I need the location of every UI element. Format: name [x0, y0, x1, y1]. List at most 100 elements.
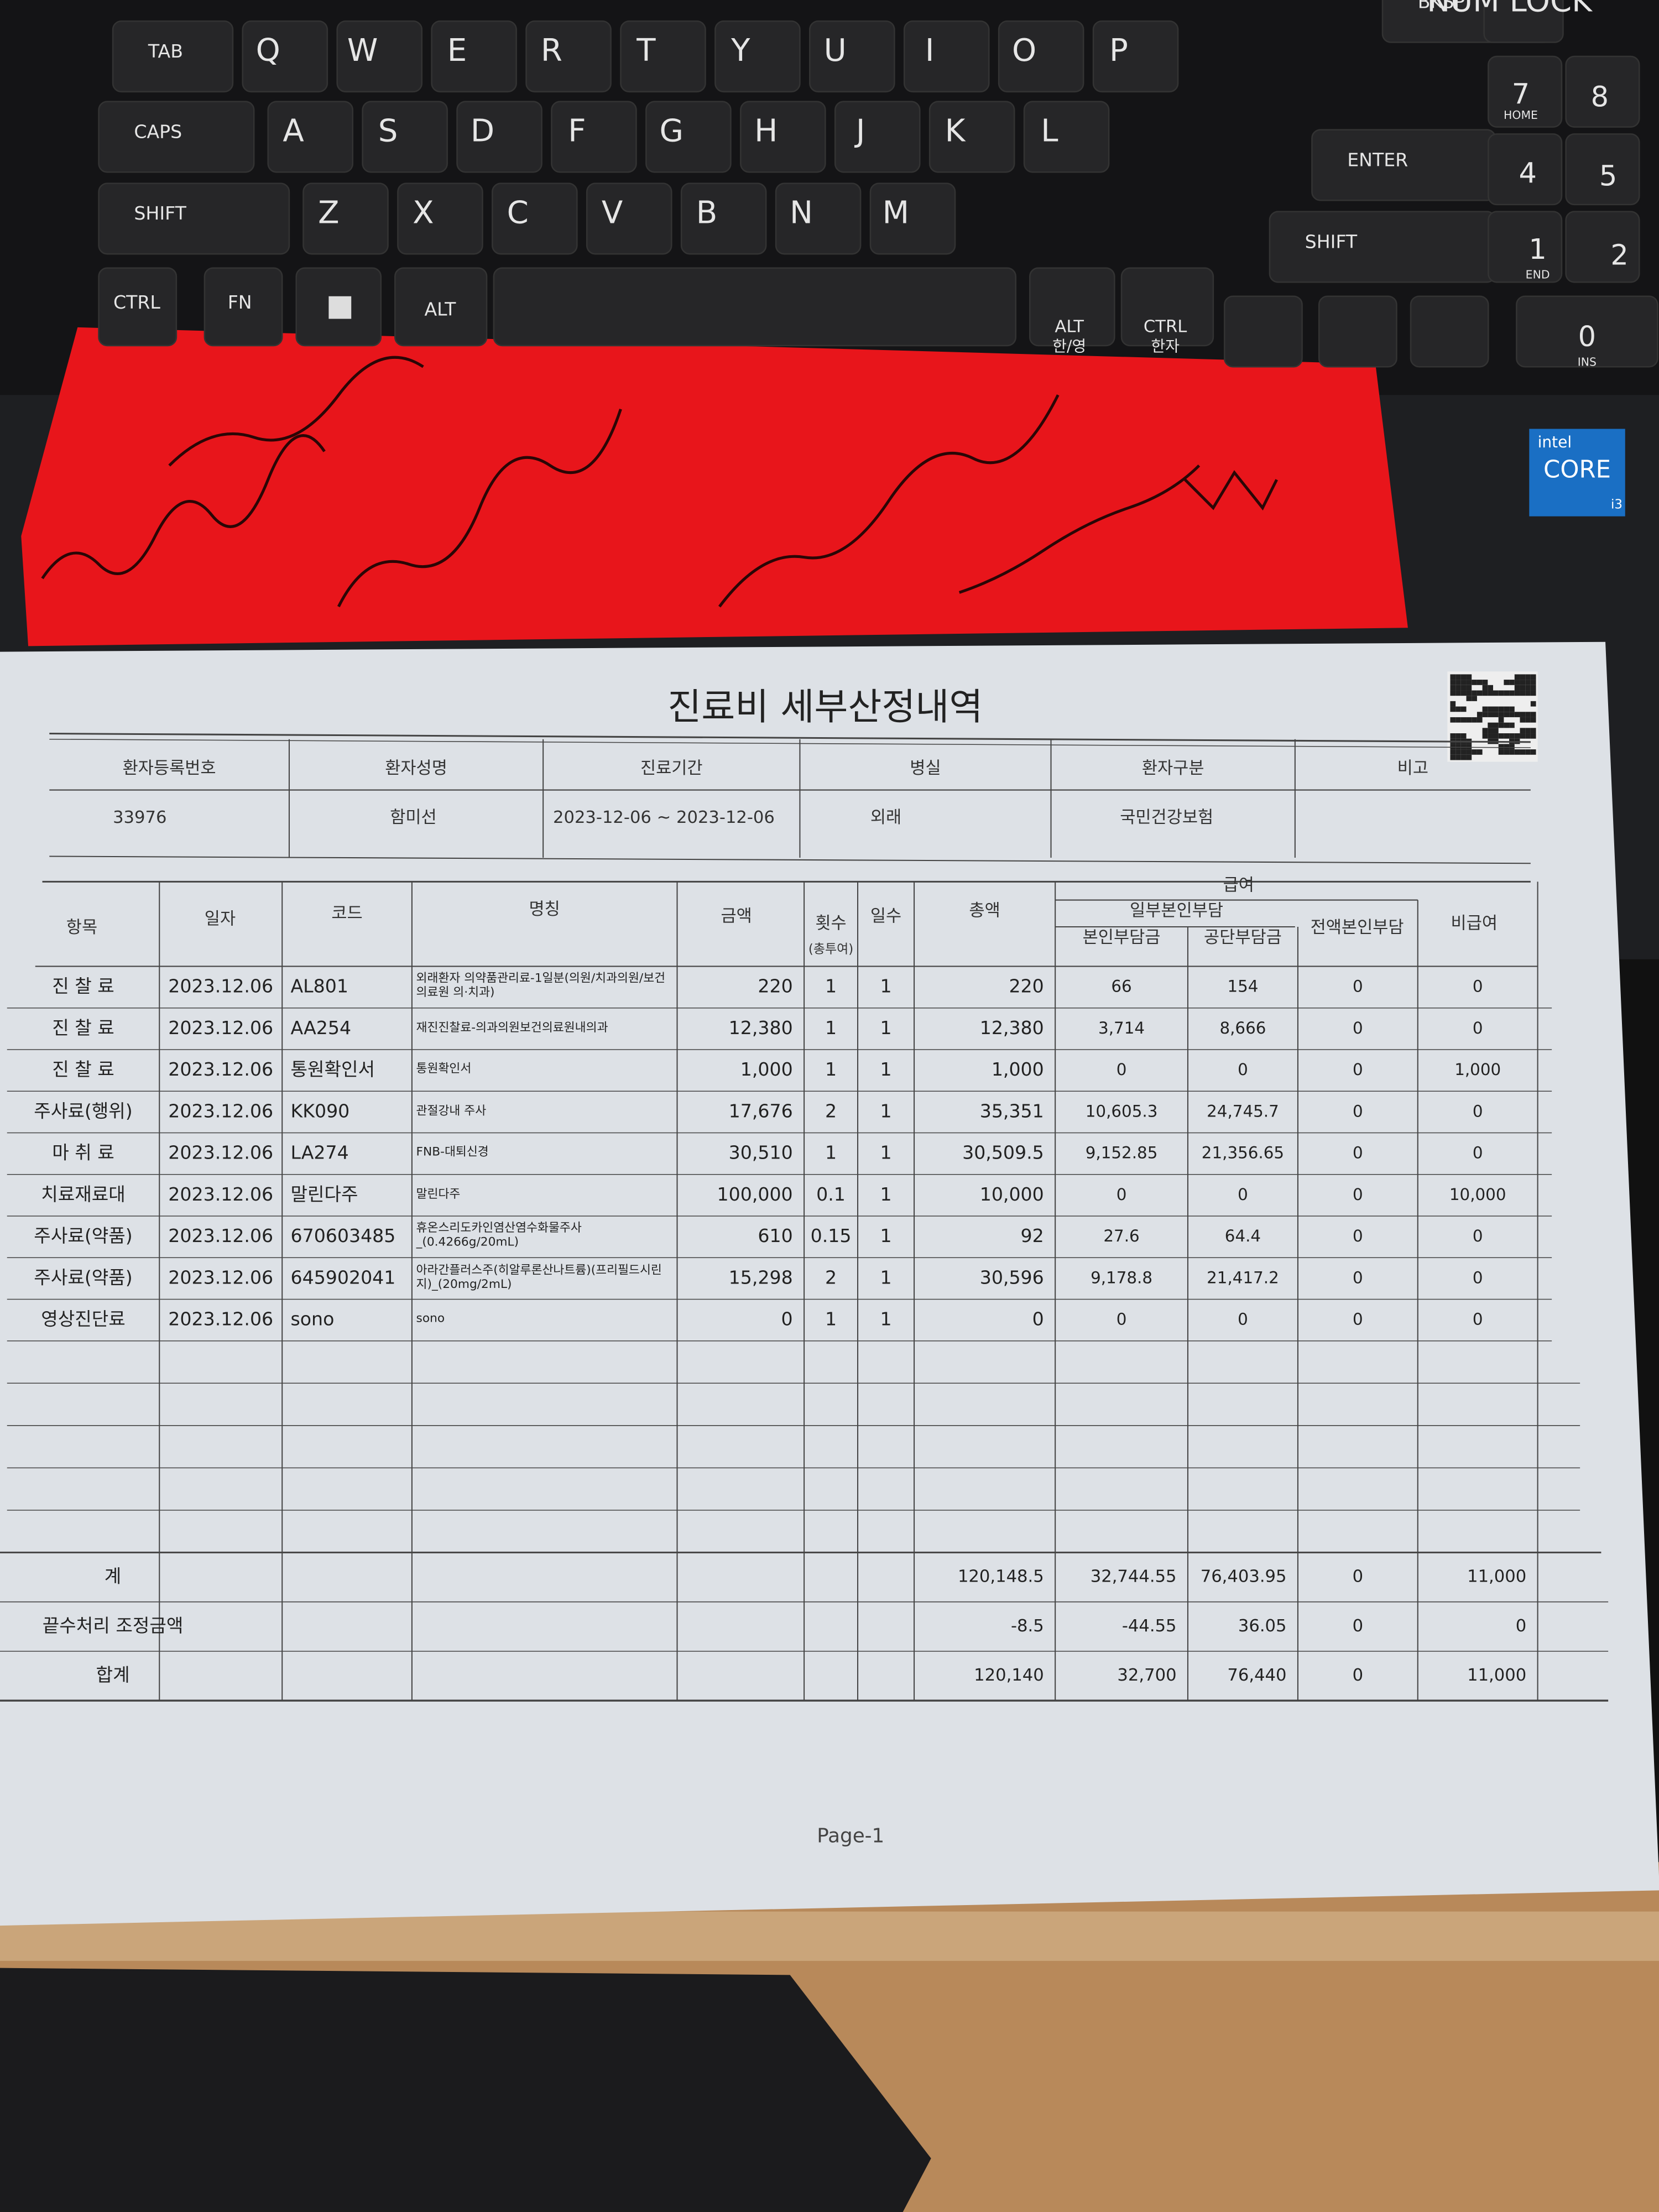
- info-header: 병실: [910, 759, 941, 778]
- qr-module: [1504, 733, 1510, 739]
- qr-module: [1477, 749, 1483, 755]
- key: [525, 20, 612, 93]
- key-label: CTRL: [113, 291, 160, 313]
- qr-module: [1450, 744, 1456, 750]
- qr-module: [1498, 690, 1504, 696]
- table-cell: 9,178.8: [1091, 1268, 1152, 1287]
- table-cell: 0: [1117, 1185, 1127, 1204]
- qr-module: [1460, 754, 1467, 760]
- key: [431, 20, 517, 93]
- qr-module: [1504, 744, 1510, 750]
- key: [809, 20, 895, 93]
- qr-module: [1466, 696, 1472, 701]
- key-label: 0: [1578, 321, 1596, 353]
- table-cell: 1,000: [992, 1058, 1044, 1080]
- qr-module: [1514, 733, 1520, 739]
- table-cell: 1: [880, 1017, 891, 1039]
- qr-module: [1509, 733, 1515, 739]
- qr-module: [1488, 685, 1493, 691]
- table-header: 횟수: [815, 914, 846, 933]
- key-label: D: [471, 113, 494, 149]
- table-cell: 0: [1117, 1060, 1127, 1079]
- table-cell: 2: [825, 1266, 837, 1288]
- qr-module: [1482, 712, 1488, 717]
- qr-module: [1525, 685, 1531, 691]
- key-label: SHIFT: [1305, 231, 1358, 252]
- qr-module: [1504, 690, 1510, 696]
- qr-module: [1514, 690, 1520, 696]
- summary-label: 계: [105, 1566, 122, 1587]
- info-header: 비고: [1397, 759, 1428, 778]
- table-cell: 0: [1238, 1185, 1248, 1204]
- qr-module: [1493, 706, 1499, 712]
- qr-module: [1482, 685, 1488, 691]
- key-label: B: [696, 195, 718, 231]
- table-cell: 0: [781, 1308, 793, 1330]
- qr-module: [1525, 674, 1531, 680]
- qr-module: [1530, 717, 1536, 723]
- qr-module: [1509, 690, 1515, 696]
- key-label: ALT: [424, 299, 456, 320]
- qr-module: [1530, 733, 1536, 739]
- qr-module: [1450, 754, 1456, 760]
- table-header: (총투여): [808, 942, 853, 956]
- shadow: [0, 1968, 931, 2212]
- qr-module: [1509, 722, 1515, 728]
- key-label: P: [1109, 33, 1128, 69]
- qr-module: [1466, 749, 1472, 755]
- qr-module: [1504, 680, 1510, 685]
- table-cell: 10,605.3: [1086, 1102, 1158, 1120]
- key: [740, 101, 826, 173]
- table-cell: 1: [825, 1017, 837, 1039]
- qr-module: [1509, 712, 1515, 717]
- summary-cell: -8.5: [1011, 1616, 1044, 1636]
- key: [1269, 211, 1496, 283]
- table-cell: 주사료(약품): [34, 1225, 132, 1246]
- key: [362, 101, 448, 173]
- item-name: 재진진찰료-의과의원보건의료원내의과: [416, 1021, 608, 1036]
- qr-module: [1450, 706, 1456, 712]
- table-cell: 진 찰 료: [52, 1058, 114, 1080]
- table-cell: KK090: [291, 1100, 350, 1121]
- key-label: R: [541, 33, 562, 69]
- table-cell: 17,676: [729, 1100, 793, 1121]
- name-cell: sono: [416, 1313, 445, 1326]
- key: [112, 20, 234, 93]
- qr-module: [1498, 749, 1504, 755]
- table-cell: 30,596: [980, 1266, 1044, 1288]
- qr-module: [1530, 749, 1536, 755]
- qr-module: [1477, 690, 1483, 696]
- table-cell: 9,152.85: [1086, 1144, 1158, 1162]
- key-label: Z: [318, 195, 339, 231]
- qr-module: [1530, 728, 1536, 734]
- key: [1092, 20, 1179, 93]
- key: [928, 101, 1015, 173]
- key: [714, 20, 801, 93]
- qr-module: [1488, 728, 1493, 734]
- qr-module: [1514, 712, 1520, 717]
- info-value: 국민건강보험: [1120, 808, 1213, 827]
- qr-module: [1525, 690, 1531, 696]
- qr-module: [1482, 728, 1488, 734]
- qr-module: [1488, 712, 1493, 717]
- summary-label: 합계: [96, 1664, 130, 1686]
- qr-module: [1472, 690, 1477, 696]
- table-header: 코드: [331, 904, 362, 924]
- table-cell: 진 찰 료: [52, 1017, 114, 1039]
- qr-module: [1520, 728, 1526, 734]
- qr-module: [1504, 712, 1510, 717]
- name-cell: 통원확인서: [416, 1063, 472, 1076]
- name-cell: 말린다주: [416, 1188, 461, 1201]
- name-cell: 아라간플러스주(히알루론산나트륨)(프리필드시린지)_(20mg/2mL): [416, 1264, 662, 1291]
- table-header: 일자: [205, 910, 236, 929]
- qr-module: [1488, 690, 1493, 696]
- key: [267, 101, 354, 173]
- table-cell: 0: [1473, 1227, 1483, 1245]
- table-cell: 1: [880, 1058, 891, 1080]
- qr-module: [1466, 717, 1472, 723]
- info-value: 2023-12-06 ~ 2023-12-06: [553, 808, 775, 827]
- table-cell: 0: [1353, 1268, 1363, 1287]
- qr-module: [1498, 733, 1504, 739]
- key: [1410, 295, 1489, 368]
